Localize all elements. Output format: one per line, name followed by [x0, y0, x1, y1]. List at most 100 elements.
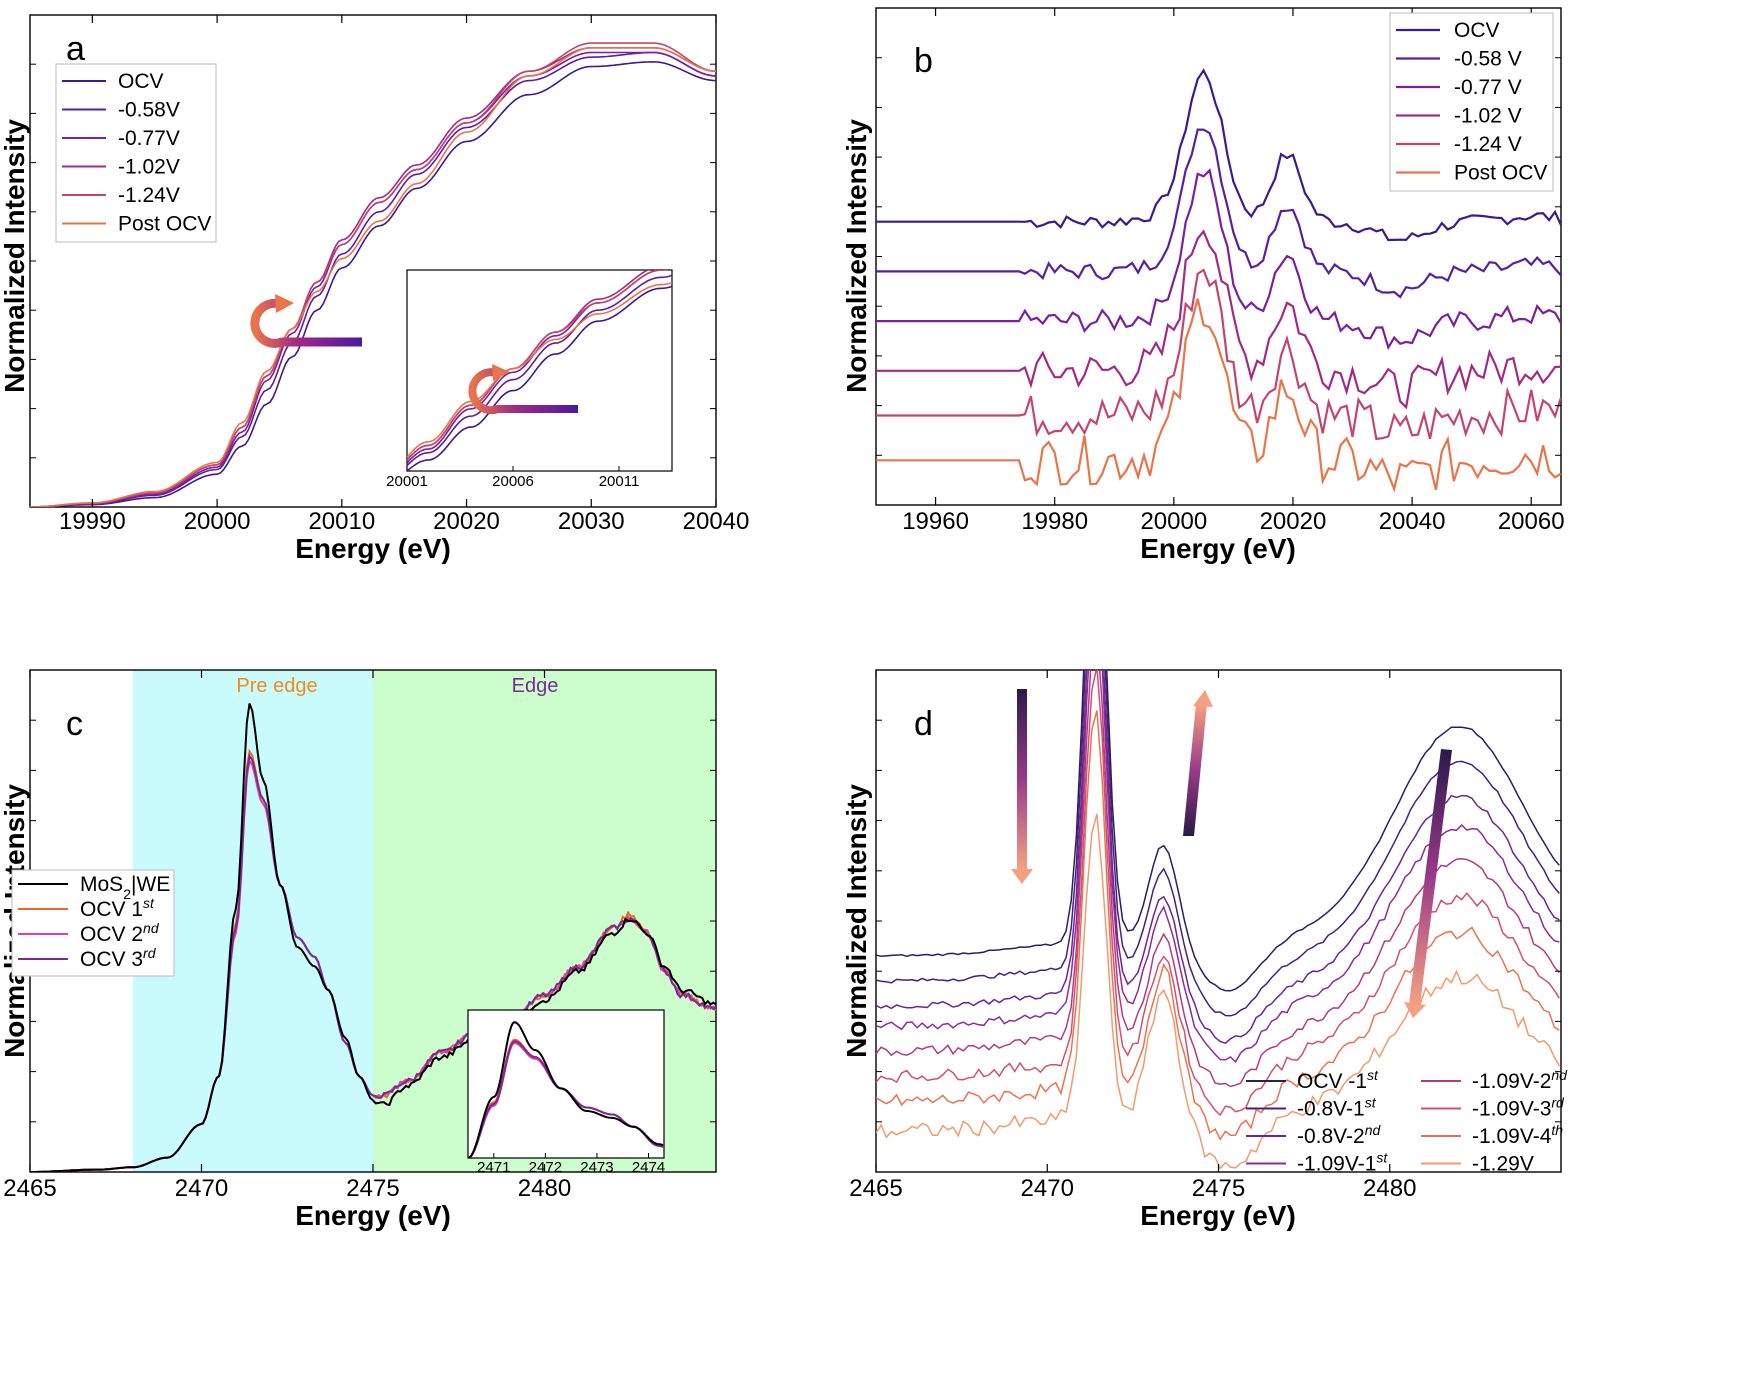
legend-label: OCV	[118, 70, 164, 93]
inset-series-line	[407, 274, 672, 467]
x-tick-label: 2475	[346, 1175, 399, 1202]
inset-tick-label: 20011	[599, 473, 640, 490]
legend-box	[1389, 12, 1554, 192]
legend-box	[55, 63, 217, 243]
series-line--0.77 V	[876, 168, 1561, 351]
legend-label: OCV 1st	[80, 895, 155, 921]
inset-lines	[407, 270, 672, 471]
inset-series-line	[407, 270, 669, 461]
panel-label-c: c	[66, 705, 83, 743]
x-tick-label: 20040	[1379, 508, 1446, 535]
x-tick-label: 2480	[518, 1175, 571, 1202]
legend-label: Post OCV	[118, 213, 211, 236]
legend-label: -1.09V-2nd	[1472, 1067, 1568, 1093]
panel-d: 2465 2470 2475 2480 Energy (eV) Normalized In…	[841, 669, 1568, 1231]
panel-a-lines	[30, 42, 716, 507]
series-line--0.58V	[30, 51, 716, 507]
x-tick-label: 20020	[1260, 508, 1327, 535]
trend-arrow-down-head-icon	[1011, 869, 1033, 884]
panel-label-b: b	[914, 42, 933, 80]
x-tick-label: 2465	[849, 1175, 902, 1202]
x-tick-label: 2480	[1363, 1175, 1416, 1202]
legend-label: OCV	[1454, 19, 1500, 42]
series-line	[876, 670, 1560, 1088]
legend-label: -1.09V-4th	[1472, 1122, 1563, 1148]
series-line	[876, 710, 1560, 1141]
series-line	[876, 670, 1560, 1017]
x-tick-label: 19960	[902, 508, 969, 535]
trend-arrow-head-icon	[275, 294, 294, 313]
inset-tick-label: 2471	[477, 1159, 510, 1176]
panel-d-lines	[876, 670, 1560, 1170]
x-tick-label: 20000	[184, 508, 251, 535]
series-line--1.24 V	[876, 268, 1561, 441]
legend-label: -1.02V	[118, 156, 180, 179]
x-tick-label: 2475	[1192, 1175, 1245, 1202]
series-line	[30, 703, 716, 1172]
x-tick-label: 20060	[1498, 508, 1565, 535]
panel-b-lines	[876, 68, 1561, 493]
series-line-OCV	[876, 68, 1561, 242]
x-tick-label: 20020	[433, 508, 500, 535]
x-axis-label: Energy (eV)	[1140, 1200, 1296, 1231]
x-tick-label: 20010	[308, 508, 375, 535]
legend-label: -1.09V-1st	[1297, 1150, 1388, 1176]
series-line	[876, 670, 1560, 1064]
legend-label: -0.58 V	[1454, 48, 1522, 71]
trend-arrow-up-icon	[1183, 704, 1207, 836]
trend-arrow-down-icon	[1409, 749, 1452, 1005]
inset-axes	[406, 269, 673, 472]
series-line	[876, 813, 1560, 1170]
panel-b: 19960 19980 20000 20020 20040 20060 Energy (eV…	[841, 7, 1565, 564]
x-axis-label: Energy (eV)	[295, 1200, 451, 1231]
x-tick-label: 2470	[1021, 1175, 1074, 1202]
panel-label-a: a	[66, 30, 85, 68]
panel-c-lines	[30, 703, 716, 1172]
inset-series-line	[407, 285, 672, 471]
series-line--1.24V	[30, 42, 716, 507]
x-tick-label: 20000	[1140, 508, 1207, 535]
panel-label-d: d	[914, 705, 933, 743]
legend-label: -0.8V-1st	[1297, 1095, 1377, 1121]
inset-axes	[467, 1009, 665, 1159]
inset-tick-label: 2473	[580, 1159, 613, 1176]
legend-label: -0.77V	[118, 127, 180, 150]
inset-tick-label: 2472	[529, 1159, 562, 1176]
inset-tick-label: 20006	[492, 473, 534, 490]
inset-lines	[468, 1021, 664, 1158]
series-line	[876, 670, 1560, 1117]
series-line--1.02 V	[876, 229, 1561, 410]
y-axis-label: Normalized Intensity	[841, 784, 872, 1058]
series-line	[876, 670, 1560, 1045]
series-line-OCV	[30, 61, 716, 507]
series-line--0.58 V	[876, 128, 1561, 299]
series-line-Post OCV	[30, 47, 716, 507]
legend-label: -0.58V	[118, 99, 180, 122]
x-tick-label: 2465	[3, 1175, 56, 1202]
legend-label: -1.24 V	[1454, 133, 1522, 156]
y-axis-label: Normalized Intensity	[0, 119, 30, 393]
region-label: Pre edge	[236, 675, 317, 697]
y-axis-label: Normalized Intensity	[841, 119, 872, 393]
legend-label: -1.09V-3rd	[1472, 1095, 1565, 1121]
legend-label: OCV -1st	[1297, 1067, 1379, 1093]
trend-arrow-down-head-icon	[1404, 1002, 1426, 1018]
x-tick-label: 19980	[1021, 508, 1088, 535]
legend-label: -0.77 V	[1454, 76, 1522, 99]
inset-tick-label: 2474	[632, 1159, 665, 1176]
x-tick-label: 20030	[558, 508, 625, 535]
legend-label: -1.02 V	[1454, 105, 1522, 128]
region-label: Edge	[512, 675, 559, 697]
trend-arrow-icon	[250, 298, 362, 348]
x-tick-label: 20040	[683, 508, 750, 535]
panel-a: 19990 20000 20010 20020 20030 20040 Energy (eV…	[0, 14, 750, 564]
inset-trend-arrow-icon	[468, 368, 578, 415]
x-axis-label: Energy (eV)	[295, 533, 451, 564]
inset-series-line	[407, 281, 672, 458]
inset-trend-arrow-head-icon	[492, 364, 510, 381]
inset-tick-label: 20001	[386, 473, 428, 490]
x-tick-label: 19990	[59, 508, 126, 535]
inset-series-line	[468, 1021, 664, 1158]
legend-label: -1.24V	[118, 184, 180, 207]
